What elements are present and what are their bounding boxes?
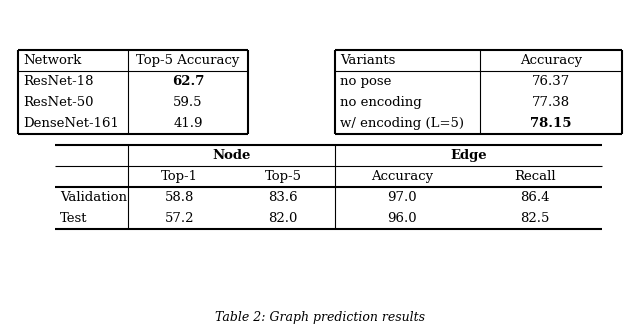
Text: 58.8: 58.8	[165, 191, 195, 204]
Text: no encoding: no encoding	[340, 96, 422, 109]
Text: 86.4: 86.4	[520, 191, 550, 204]
Text: 82.5: 82.5	[520, 212, 550, 225]
Text: 57.2: 57.2	[165, 212, 195, 225]
Text: ResNet-18: ResNet-18	[23, 75, 93, 88]
Text: Top-5 Accuracy: Top-5 Accuracy	[136, 54, 240, 67]
Text: no pose: no pose	[340, 75, 392, 88]
Text: 96.0: 96.0	[387, 212, 417, 225]
Text: 97.0: 97.0	[387, 191, 417, 204]
Text: Edge: Edge	[450, 149, 487, 162]
Text: 41.9: 41.9	[173, 117, 203, 130]
Text: Table 2: Graph prediction results: Table 2: Graph prediction results	[215, 311, 425, 323]
Text: Validation: Validation	[60, 191, 127, 204]
Text: 62.7: 62.7	[172, 75, 204, 88]
Text: 82.0: 82.0	[269, 212, 298, 225]
Text: Top-5: Top-5	[265, 170, 301, 183]
Text: Test: Test	[60, 212, 88, 225]
Text: 83.6: 83.6	[268, 191, 298, 204]
Text: Node: Node	[212, 149, 251, 162]
Text: Variants: Variants	[340, 54, 396, 67]
Text: w/ encoding (L=5): w/ encoding (L=5)	[340, 117, 464, 130]
Text: Accuracy: Accuracy	[520, 54, 582, 67]
Text: 76.37: 76.37	[532, 75, 570, 88]
Text: 77.38: 77.38	[532, 96, 570, 109]
Text: Recall: Recall	[515, 170, 556, 183]
Text: ResNet-50: ResNet-50	[23, 96, 93, 109]
Text: Top-1: Top-1	[161, 170, 198, 183]
Text: DenseNet-161: DenseNet-161	[23, 117, 119, 130]
Text: 59.5: 59.5	[173, 96, 203, 109]
Text: Network: Network	[23, 54, 81, 67]
Text: 78.15: 78.15	[531, 117, 572, 130]
Text: Accuracy: Accuracy	[371, 170, 433, 183]
